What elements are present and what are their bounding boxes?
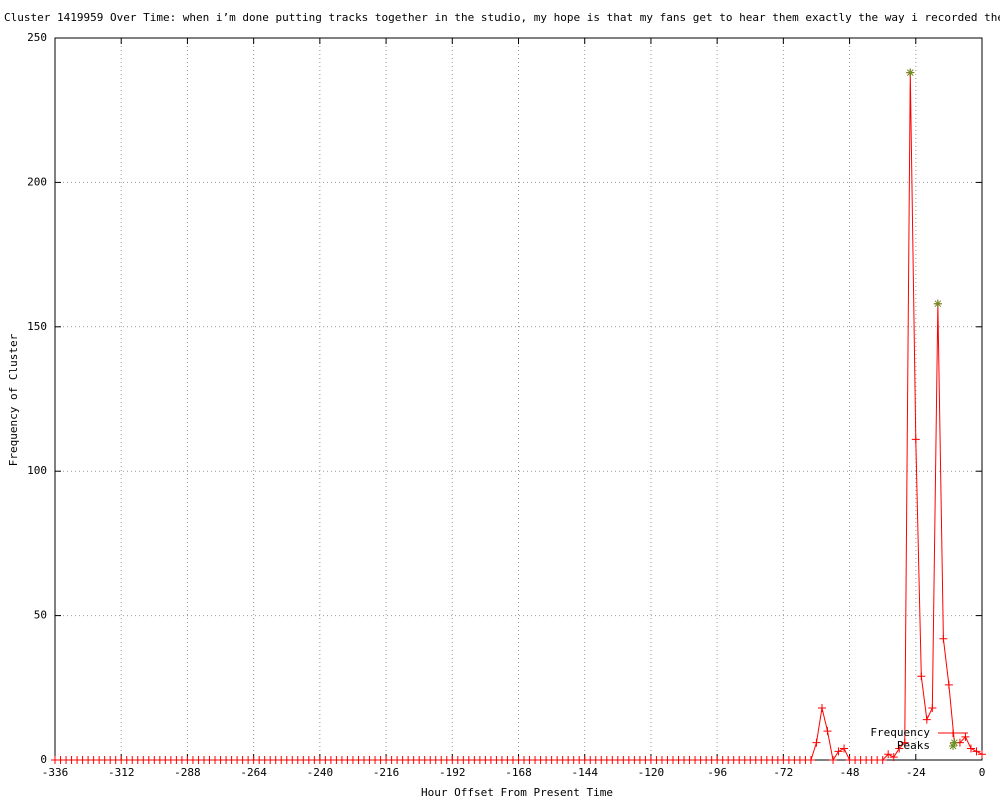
x-tick-label: -96 — [707, 766, 727, 779]
point-marker — [884, 750, 893, 759]
point-marker — [939, 634, 948, 643]
y-tick-label: 200 — [27, 175, 47, 188]
point-marker — [922, 715, 931, 724]
legend-label: Peaks — [897, 739, 930, 752]
point-marker — [829, 756, 838, 764]
x-tick-label: -288 — [174, 766, 201, 779]
point-marker — [933, 299, 942, 308]
point-marker — [961, 732, 970, 741]
y-axis-label: Frequency of Cluster — [7, 333, 20, 466]
y-tick-label: 0 — [40, 753, 47, 766]
point-marker — [972, 747, 981, 756]
point-marker — [812, 738, 821, 747]
legend-label: Frequency — [870, 726, 930, 739]
x-tick-label: -216 — [373, 766, 400, 779]
point-marker — [906, 68, 915, 77]
point-marker — [944, 680, 953, 689]
point-marker — [928, 704, 937, 713]
point-marker — [823, 727, 832, 736]
point-marker — [950, 738, 959, 747]
point-marker — [911, 435, 920, 444]
chart-title: Cluster 1419959 Over Time: when i’m done… — [4, 11, 1000, 24]
legend-marker — [949, 742, 957, 750]
point-marker — [817, 704, 826, 713]
x-tick-label: -240 — [307, 766, 334, 779]
x-tick-label: -144 — [571, 766, 598, 779]
point-marker — [840, 744, 849, 753]
point-marker — [889, 753, 898, 762]
point-marker — [834, 747, 843, 756]
point-marker — [895, 744, 904, 753]
x-axis-label: Hour Offset From Present Time — [421, 786, 613, 799]
y-tick-label: 250 — [27, 31, 47, 44]
point-marker — [917, 672, 926, 681]
point-marker — [878, 756, 887, 764]
x-tick-label: -120 — [638, 766, 665, 779]
x-tick-label: -312 — [108, 766, 135, 779]
x-tick-label: -168 — [505, 766, 532, 779]
x-tick-label: -336 — [42, 766, 69, 779]
x-tick-label: -24 — [906, 766, 926, 779]
x-tick-label: 0 — [979, 766, 986, 779]
legend-marker — [949, 729, 957, 737]
point-marker — [966, 744, 975, 753]
point-marker — [978, 750, 986, 759]
x-tick-label: -72 — [773, 766, 793, 779]
x-tick-label: -48 — [840, 766, 860, 779]
y-tick-label: 100 — [27, 464, 47, 477]
x-tick-label: -192 — [439, 766, 466, 779]
y-tick-label: 50 — [34, 609, 47, 622]
x-tick-label: -264 — [240, 766, 267, 779]
point-marker — [900, 738, 909, 747]
point-marker — [806, 756, 815, 764]
y-tick-label: 150 — [27, 320, 47, 333]
